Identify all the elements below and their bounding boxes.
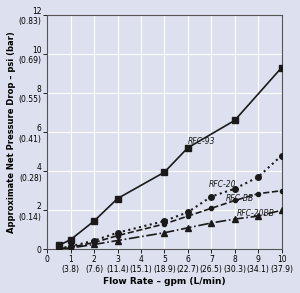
Text: RFC-20BB: RFC-20BB: [237, 209, 275, 218]
Text: RFC-20: RFC-20: [209, 180, 236, 189]
Text: RFC-93: RFC-93: [188, 137, 215, 146]
Y-axis label: Approximate Net Pressure Drop – psi (bar): Approximate Net Pressure Drop – psi (bar…: [7, 31, 16, 233]
X-axis label: Flow Rate – gpm (L/min): Flow Rate – gpm (L/min): [103, 277, 226, 286]
Text: RFC-BB: RFC-BB: [225, 194, 254, 203]
